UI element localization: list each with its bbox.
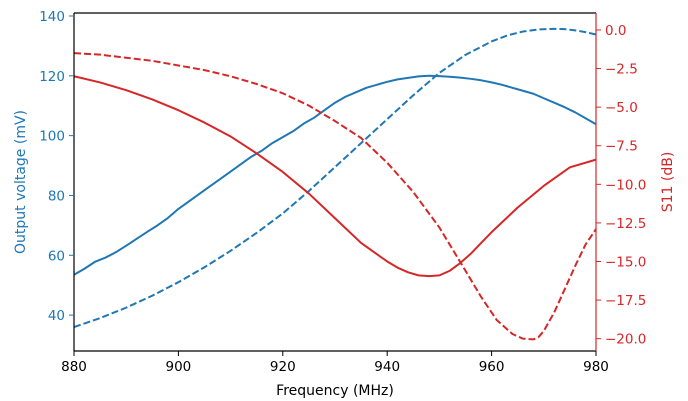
- left-y-tick-label: 140: [39, 9, 65, 25]
- right-y-tick-label: −12.5: [605, 216, 646, 232]
- right-y-axis-label: S11 (dB): [660, 152, 676, 213]
- x-tick-label: 940: [374, 359, 400, 375]
- x-tick-label: 920: [270, 359, 296, 375]
- right-y-tick-label: 0.0: [605, 23, 626, 39]
- axes-layer: 880 900 920 940 960 980 40 60 80 100 120 140 0.0 −2.5…: [39, 9, 646, 375]
- right-y-tick-label: −7.5: [605, 139, 638, 155]
- left-y-tick-label: 80: [48, 188, 65, 204]
- series-line-left-solid: [73, 74, 597, 276]
- right-y-tick-label: −5.0: [605, 100, 638, 116]
- left-y-tick-label: 100: [39, 129, 65, 145]
- right-y-tick-label: −20.0: [605, 332, 646, 348]
- series-layer: [73, 27, 597, 341]
- x-tick-label: 900: [166, 359, 192, 375]
- left-y-axis-label: Output voltage (mV): [13, 110, 29, 254]
- right-y-tick-label: −2.5: [605, 62, 638, 78]
- x-tick-label: 880: [61, 359, 87, 375]
- right-y-tick-label: −17.5: [605, 293, 646, 309]
- series-line-left-dashed: [73, 27, 597, 329]
- left-y-tick-label: 120: [39, 69, 65, 85]
- x-tick-label: 980: [583, 359, 609, 375]
- left-y-tick-label: 60: [48, 248, 65, 264]
- left-y-tick-label: 40: [48, 308, 65, 324]
- x-tick-label: 960: [479, 359, 505, 375]
- series-line-right-solid: [73, 75, 597, 278]
- right-y-tick-label: −10.0: [605, 177, 646, 193]
- x-axis-label: Frequency (MHz): [276, 383, 394, 399]
- right-y-tick-label: −15.0: [605, 254, 646, 270]
- series-line-right-dashed: [73, 52, 597, 341]
